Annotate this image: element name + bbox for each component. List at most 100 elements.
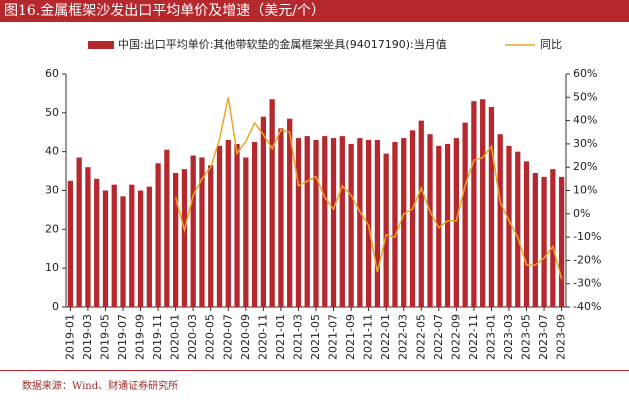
bar <box>558 176 565 307</box>
bar <box>523 161 530 307</box>
bar <box>76 157 82 307</box>
bar <box>102 190 109 307</box>
bar <box>488 107 495 307</box>
y2-tick-label: 20% <box>573 160 597 173</box>
x-tick-label: 2021-05 <box>309 314 322 360</box>
y2-tick-label: -40% <box>573 300 601 313</box>
bar <box>155 163 161 307</box>
legend-swatch <box>88 41 114 49</box>
x-tick-label: 2021-03 <box>291 314 304 360</box>
y-tick-label: 20 <box>45 222 59 235</box>
x-tick-label: 2022-03 <box>397 314 410 360</box>
bar <box>199 157 205 307</box>
bar <box>418 120 424 307</box>
y-tick-label: 60 <box>45 67 59 80</box>
bar <box>129 184 135 307</box>
bar <box>85 167 91 307</box>
bar <box>120 196 126 307</box>
y2-tick-label: 40% <box>573 114 597 127</box>
bar <box>94 178 100 307</box>
bar <box>181 169 188 307</box>
y-tick-label: 30 <box>45 184 59 197</box>
bar <box>67 180 74 307</box>
y2-tick-label: -10% <box>573 230 601 243</box>
y2-tick-label: 50% <box>573 90 597 103</box>
title: 图16.金属框架沙发出口平均单价及增速（美元/个） <box>0 0 629 22</box>
bar <box>251 141 258 307</box>
bar <box>313 140 319 307</box>
bar <box>243 157 249 307</box>
bar <box>216 145 223 307</box>
bar <box>462 122 468 308</box>
line <box>174 97 563 280</box>
bar <box>225 140 231 307</box>
x-tick-label: 2021-01 <box>274 314 287 360</box>
y-tick-label: 40 <box>45 145 59 158</box>
x-tick-label: 2020-03 <box>186 314 199 360</box>
x-tick-label: 2020-05 <box>204 314 217 360</box>
bar <box>111 184 117 307</box>
x-tick-label: 2020-01 <box>169 314 182 360</box>
x-tick-label: 2023-09 <box>555 314 568 360</box>
y2-tick-label: 0% <box>573 207 590 220</box>
x-tick-label: 2020-07 <box>221 314 234 360</box>
x-tick-label: 2023-05 <box>520 314 533 360</box>
x-tick-label: 2019-01 <box>63 314 76 360</box>
bar <box>260 116 266 307</box>
bar <box>550 169 556 307</box>
bar <box>348 143 354 307</box>
bar <box>339 136 345 307</box>
y-tick-label: 50 <box>45 106 59 119</box>
bar <box>471 101 477 307</box>
x-tick-label: 2022-01 <box>379 314 392 360</box>
bar <box>146 186 152 307</box>
bar <box>444 143 451 307</box>
bar <box>392 141 398 307</box>
divider <box>0 370 629 371</box>
bar <box>269 99 275 307</box>
bar <box>137 190 144 307</box>
x-tick-label: 2020-09 <box>239 314 252 360</box>
x-tick-label: 2022-11 <box>467 314 480 360</box>
bar <box>383 153 389 307</box>
bar <box>453 138 459 307</box>
y-tick-label: 0 <box>52 300 59 313</box>
bar <box>366 140 372 307</box>
y-tick-label: 10 <box>45 261 59 274</box>
bar <box>532 173 538 307</box>
y2-tick-label: 10% <box>573 184 597 197</box>
y2-tick-label: 30% <box>573 137 597 150</box>
bar <box>374 140 381 307</box>
bar <box>287 118 293 308</box>
bar <box>234 143 240 307</box>
x-tick-label: 2021-07 <box>327 314 340 360</box>
bar <box>173 173 179 307</box>
bar <box>164 149 170 307</box>
x-tick-label: 2019-11 <box>151 314 164 360</box>
y2-tick-label: -20% <box>573 253 601 266</box>
x-tick-label: 2022-09 <box>449 314 462 360</box>
bar <box>506 145 512 307</box>
x-tick-label: 2019-03 <box>81 314 94 360</box>
bar <box>304 136 310 307</box>
x-tick-label: 2021-11 <box>362 314 375 360</box>
bar <box>190 155 196 307</box>
bar <box>480 99 486 307</box>
bar <box>295 138 302 307</box>
bar <box>357 138 363 307</box>
bar <box>497 134 503 307</box>
source: 数据来源：Wind、财通证券研究所 <box>22 381 179 392</box>
x-tick-label: 2020-11 <box>256 314 269 360</box>
bar <box>322 136 328 307</box>
bar <box>208 165 214 307</box>
x-tick-label: 2019-07 <box>116 314 129 360</box>
bar <box>409 130 416 307</box>
chart: 0 10 20 30 40 50 60 -40% -30% -20% -10% 0% 10% 20% 30%… <box>45 37 601 360</box>
y2-tick-label: 60% <box>573 67 597 80</box>
bar <box>427 134 433 307</box>
x-tick-label: 2023-01 <box>484 314 497 360</box>
bar <box>278 128 284 307</box>
x-tick-label: 2019-05 <box>98 314 111 360</box>
y2-tick-label: -30% <box>573 277 601 290</box>
